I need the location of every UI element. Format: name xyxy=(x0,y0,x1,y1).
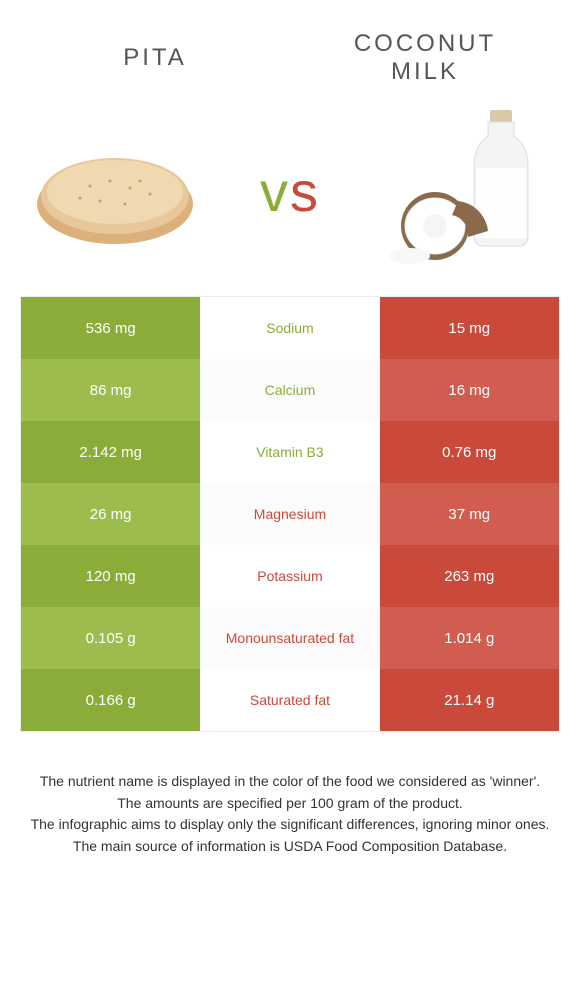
table-row: 0.105 gMonounsaturated fat1.014 g xyxy=(21,607,559,669)
table-row: 0.166 gSaturated fat21.14 g xyxy=(21,669,559,731)
comparison-table: 536 mgSodium15 mg86 mgCalcium16 mg2.142 … xyxy=(20,296,560,732)
cell-right: 263 mg xyxy=(380,545,559,607)
footer-line: The nutrient name is displayed in the co… xyxy=(20,772,560,792)
coconut-milk-icon xyxy=(380,106,550,276)
cell-left: 26 mg xyxy=(21,483,200,545)
footer-line: The amounts are specified per 100 gram o… xyxy=(20,794,560,814)
cell-left: 86 mg xyxy=(21,359,200,421)
vs-label: vs xyxy=(260,159,320,224)
images-row: vs xyxy=(0,96,580,296)
cell-left: 536 mg xyxy=(21,297,200,359)
pita-image xyxy=(30,116,200,266)
table-row: 120 mgPotassium263 mg xyxy=(21,545,559,607)
header-row: PITA COCONUT MILK xyxy=(0,0,580,96)
cell-right: 37 mg xyxy=(380,483,559,545)
cell-nutrient: Vitamin B3 xyxy=(200,421,379,483)
footer-line: The infographic aims to display only the… xyxy=(20,815,560,835)
cell-right: 21.14 g xyxy=(380,669,559,731)
food-title-right: COCONUT MILK xyxy=(317,30,533,86)
cell-left: 0.105 g xyxy=(21,607,200,669)
cell-right: 16 mg xyxy=(380,359,559,421)
table-row: 536 mgSodium15 mg xyxy=(21,297,559,359)
cell-left: 2.142 mg xyxy=(21,421,200,483)
table-row: 2.142 mgVitamin B30.76 mg xyxy=(21,421,559,483)
cell-nutrient: Saturated fat xyxy=(200,669,379,731)
table-row: 26 mgMagnesium37 mg xyxy=(21,483,559,545)
coconut-milk-image xyxy=(380,116,550,266)
table-row: 86 mgCalcium16 mg xyxy=(21,359,559,421)
footer-line: The main source of information is USDA F… xyxy=(20,837,560,857)
cell-nutrient: Monounsaturated fat xyxy=(200,607,379,669)
cell-right: 1.014 g xyxy=(380,607,559,669)
cell-left: 120 mg xyxy=(21,545,200,607)
cell-left: 0.166 g xyxy=(21,669,200,731)
cell-nutrient: Magnesium xyxy=(200,483,379,545)
vs-v: v xyxy=(260,160,290,223)
vs-s: s xyxy=(290,160,320,223)
footer-notes: The nutrient name is displayed in the co… xyxy=(0,732,580,856)
cell-nutrient: Sodium xyxy=(200,297,379,359)
food-title-left: PITA xyxy=(47,44,263,72)
cell-nutrient: Calcium xyxy=(200,359,379,421)
cell-right: 15 mg xyxy=(380,297,559,359)
cell-right: 0.76 mg xyxy=(380,421,559,483)
cell-nutrient: Potassium xyxy=(200,545,379,607)
pita-icon xyxy=(30,126,200,256)
